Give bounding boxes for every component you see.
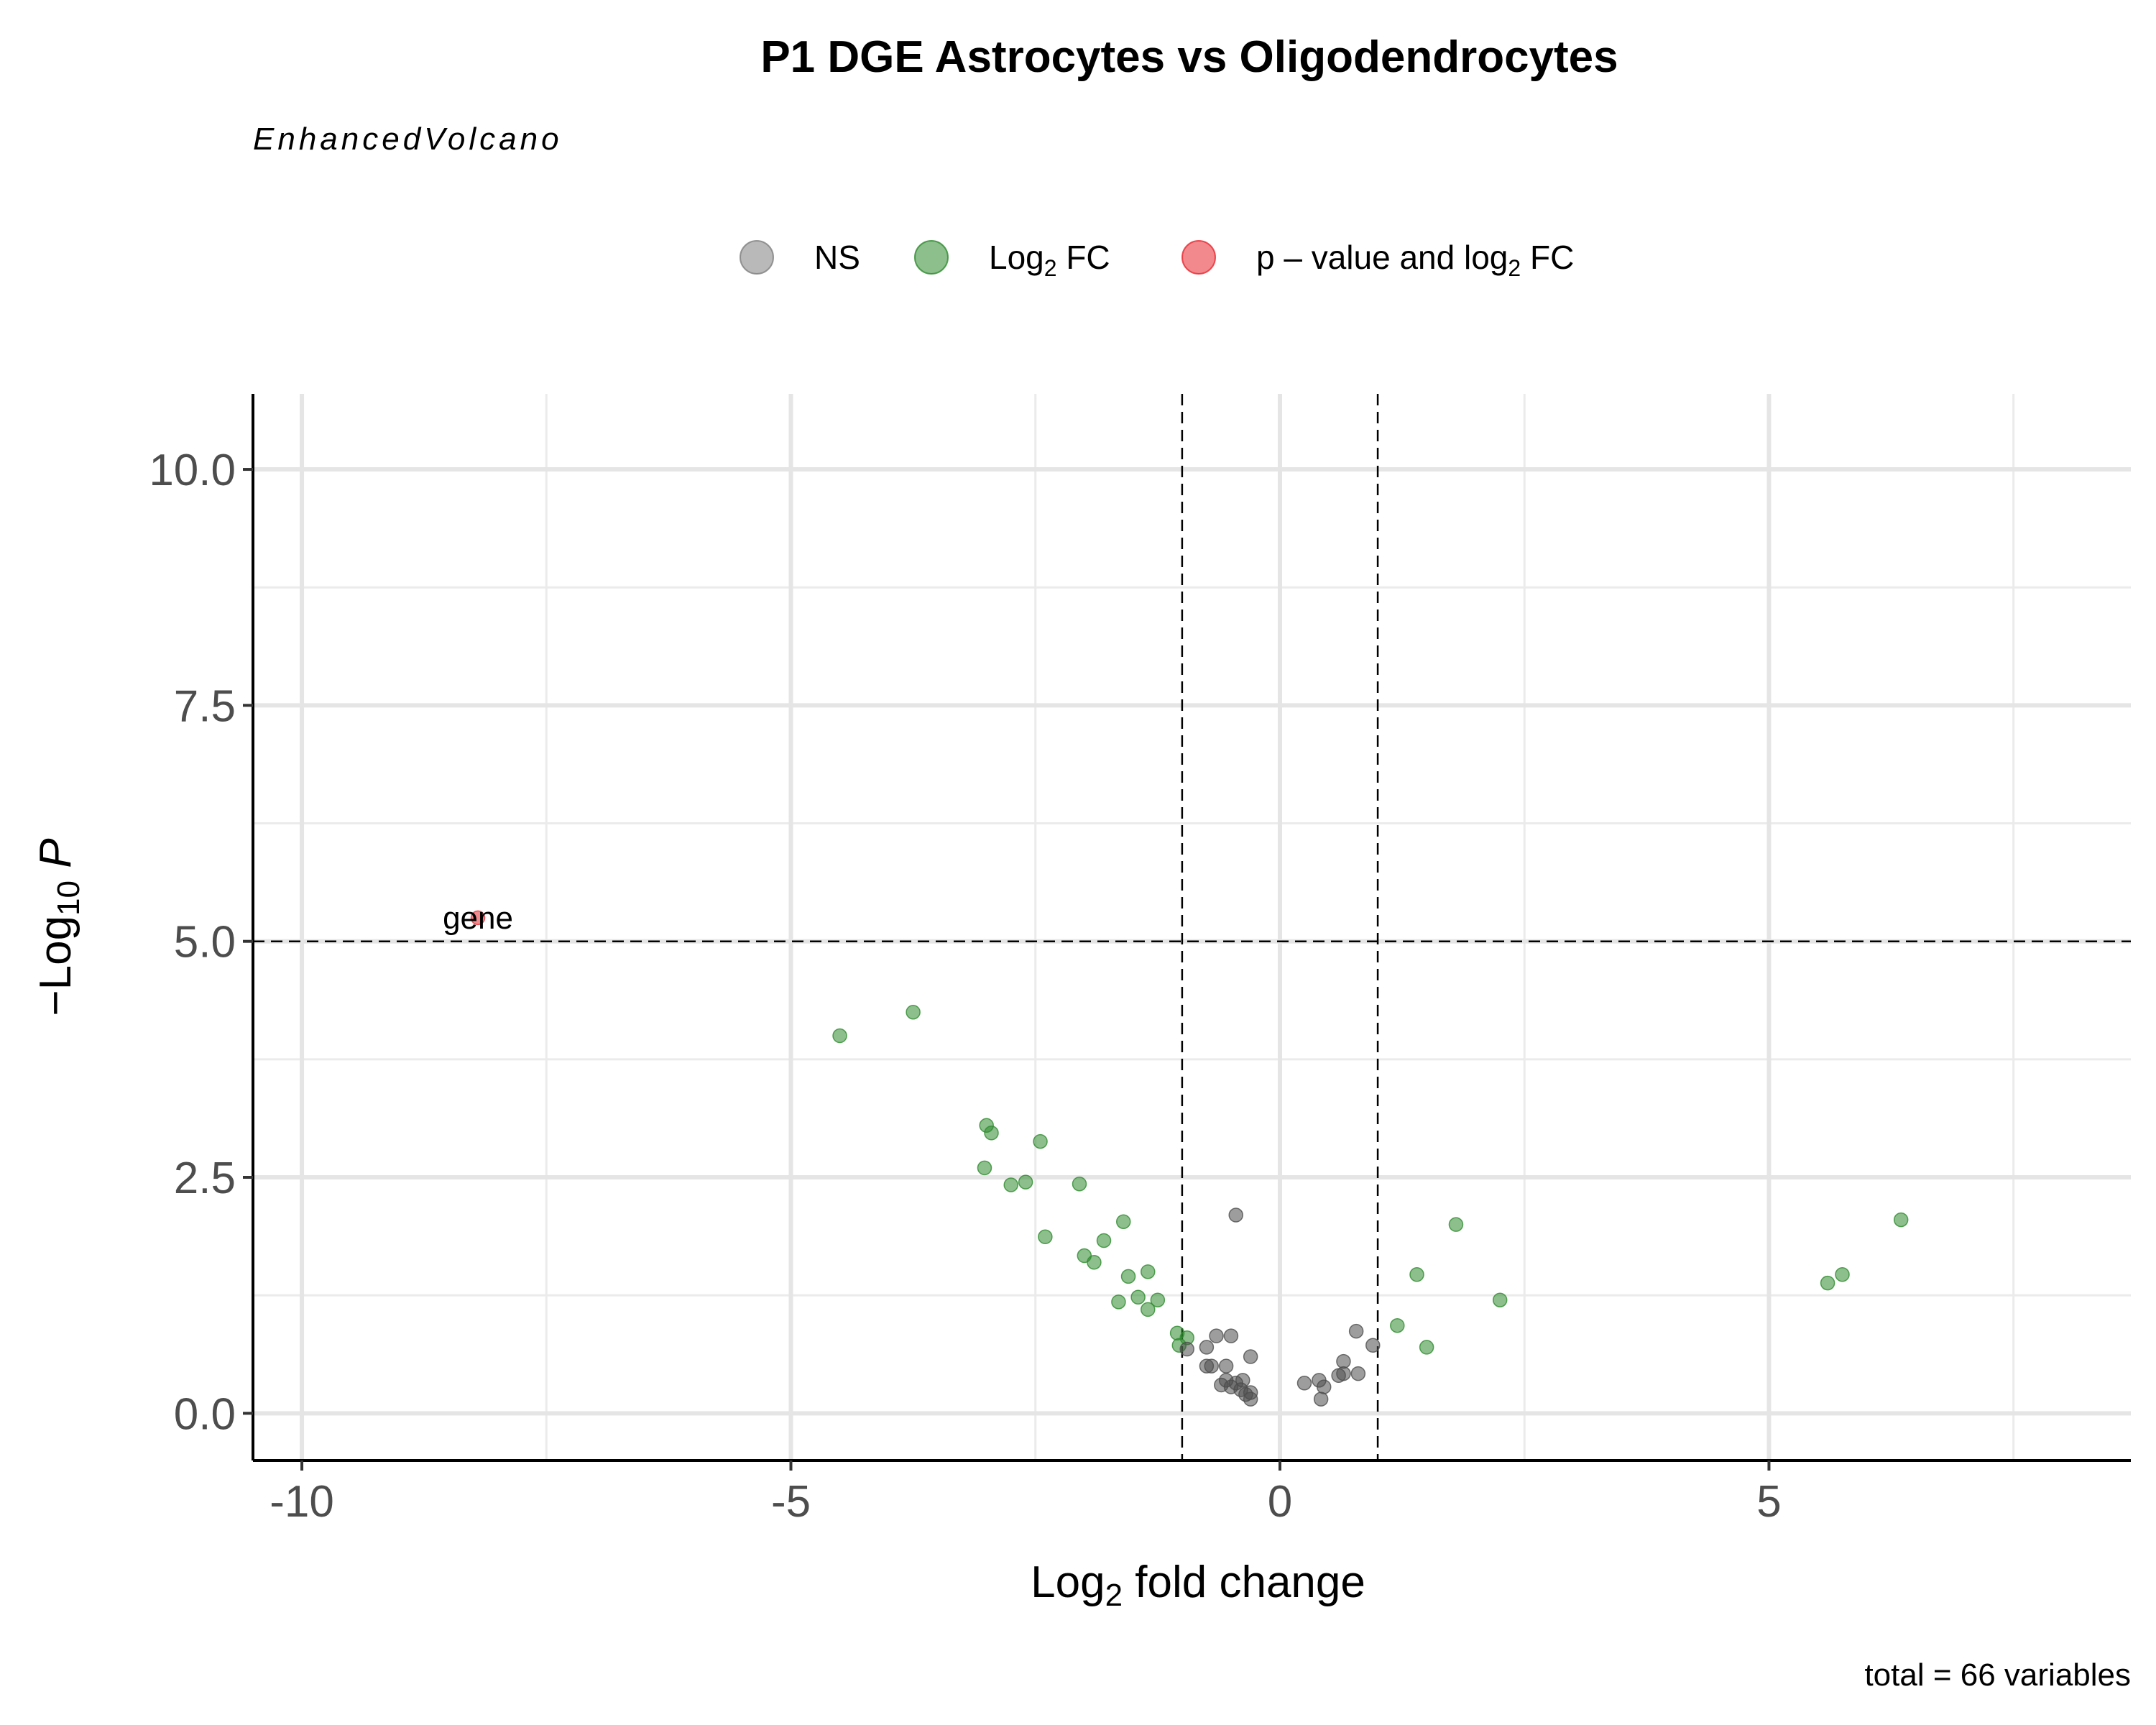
cutoff-lines bbox=[253, 394, 2131, 1460]
legend-marker bbox=[740, 240, 774, 275]
data-point-fc bbox=[1038, 1229, 1053, 1245]
data-points bbox=[470, 910, 1909, 1407]
data-point-ns bbox=[1243, 1392, 1258, 1407]
data-point-fc bbox=[977, 1160, 992, 1176]
data-point-fc bbox=[1087, 1254, 1102, 1270]
legend-marker bbox=[1181, 240, 1216, 275]
data-point-ns bbox=[1179, 1341, 1194, 1357]
x-axis-title: Log2 fold change bbox=[1031, 1558, 1365, 1613]
data-point-fc bbox=[1150, 1292, 1166, 1307]
legend-label: NS bbox=[814, 239, 860, 276]
data-point-ns bbox=[1199, 1358, 1215, 1374]
data-point-fc bbox=[1111, 1294, 1126, 1310]
y-tick-label: 2.5 bbox=[174, 1154, 236, 1203]
legend-item-p-fc: p – value and log2 FC bbox=[1181, 239, 1574, 281]
data-point-ns bbox=[1296, 1376, 1312, 1391]
point-label: gene bbox=[443, 901, 513, 936]
data-point-fc bbox=[1893, 1212, 1909, 1228]
data-point-ns bbox=[1218, 1358, 1234, 1374]
data-point-fc bbox=[1141, 1264, 1156, 1279]
y-tick-label: 0.0 bbox=[174, 1389, 236, 1439]
data-point-ns bbox=[1350, 1366, 1366, 1381]
data-point-ns bbox=[1348, 1323, 1364, 1339]
data-point-fc bbox=[1096, 1233, 1112, 1248]
data-point-fc bbox=[1072, 1176, 1087, 1192]
data-point-p-fc bbox=[470, 910, 486, 926]
chart-title: P1 DGE Astrocytes vs Oligodendrocytes bbox=[760, 32, 1618, 82]
data-point-ns bbox=[1365, 1338, 1381, 1353]
axes: -10 -5 0 5 0.0 2.5 5.0 7.5 10.0 bbox=[149, 394, 2131, 1527]
data-point-fc bbox=[1003, 1177, 1018, 1192]
data-point-fc bbox=[1835, 1267, 1850, 1282]
grid bbox=[253, 394, 2131, 1460]
data-point-ns bbox=[1336, 1353, 1351, 1369]
chart-subtitle: EnhancedVolcano bbox=[253, 121, 563, 157]
data-point-ns bbox=[1316, 1379, 1332, 1394]
y-axis-title: −Log10 P bbox=[31, 838, 86, 1016]
data-point-ns bbox=[1209, 1328, 1224, 1343]
data-point-fc bbox=[1409, 1267, 1424, 1282]
x-tick-label: 0 bbox=[1268, 1477, 1292, 1527]
data-point-fc bbox=[832, 1028, 847, 1044]
data-point-ns bbox=[1228, 1208, 1243, 1223]
data-point-fc bbox=[1115, 1214, 1131, 1229]
x-tick-label: 5 bbox=[1756, 1477, 1781, 1527]
data-point-fc bbox=[1141, 1302, 1156, 1317]
data-point-fc bbox=[1130, 1289, 1146, 1305]
data-point-ns bbox=[1313, 1392, 1329, 1407]
data-point-fc bbox=[1820, 1275, 1835, 1291]
plot-panel: gene -10 -5 0 5 0.0 2.5 5.0 7.5 10.0 bbox=[149, 394, 2131, 1527]
legend-item-fc: Log2 FC bbox=[914, 239, 1110, 281]
legend-label: p – value and log2 FC bbox=[1256, 239, 1574, 281]
data-point-fc bbox=[1018, 1174, 1033, 1190]
x-tick-label: -10 bbox=[270, 1477, 334, 1527]
y-tick-label: 10.0 bbox=[149, 446, 236, 495]
data-point-fc bbox=[984, 1126, 999, 1141]
data-point-fc bbox=[1448, 1217, 1464, 1232]
point-labels: gene bbox=[443, 901, 513, 936]
data-point-fc bbox=[1419, 1340, 1434, 1355]
y-tick-label: 5.0 bbox=[174, 918, 236, 967]
data-point-fc bbox=[1492, 1292, 1508, 1307]
legend-label: Log2 FC bbox=[989, 239, 1110, 281]
legend: NS Log2 FC p – value and log2 FC bbox=[740, 239, 1574, 281]
data-point-fc bbox=[906, 1004, 921, 1020]
data-point-ns bbox=[1228, 1376, 1243, 1391]
data-point-ns bbox=[1199, 1340, 1215, 1355]
data-point-fc bbox=[1033, 1133, 1048, 1149]
legend-marker bbox=[914, 240, 949, 275]
y-tick-label: 7.5 bbox=[174, 681, 236, 731]
data-point-ns bbox=[1243, 1349, 1258, 1364]
legend-item-ns: NS bbox=[740, 239, 860, 276]
data-point-ns bbox=[1336, 1366, 1351, 1381]
chart-caption: total = 66 variables bbox=[1864, 1657, 2131, 1693]
data-point-fc bbox=[1390, 1317, 1405, 1333]
x-tick-label: -5 bbox=[771, 1477, 811, 1527]
data-point-fc bbox=[1120, 1269, 1136, 1284]
data-point-ns bbox=[1223, 1328, 1239, 1343]
